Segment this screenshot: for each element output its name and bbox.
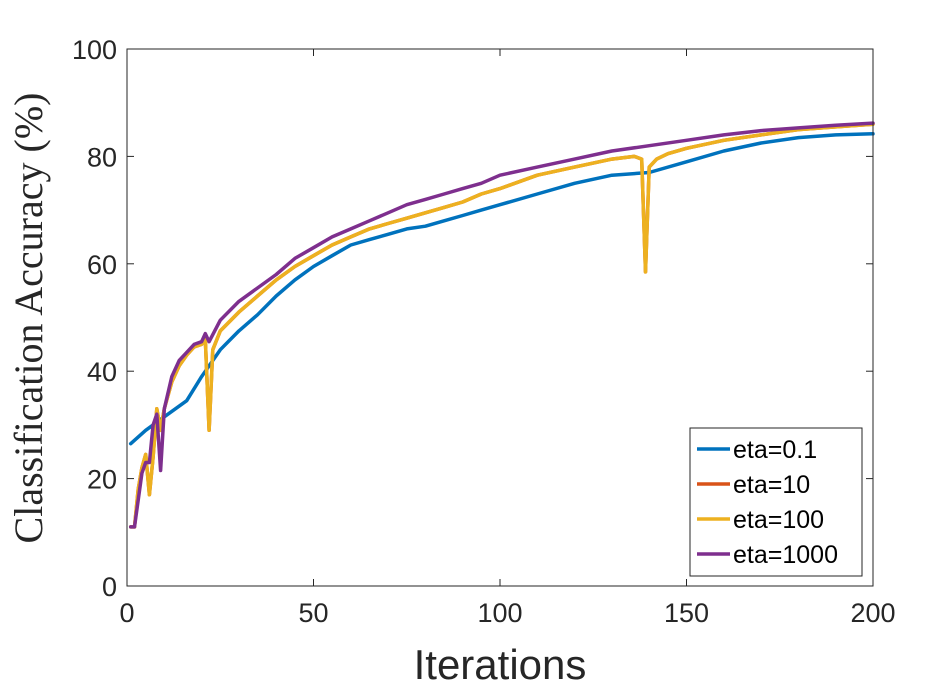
- y-tick-label: 20: [87, 465, 117, 495]
- legend-entries: eta=0.1 eta=10 eta=100 eta=1000: [697, 436, 838, 569]
- x-tick-label: 150: [664, 598, 709, 628]
- y-tick-label: 60: [87, 250, 117, 280]
- y-axis-label: Classification Accuracy (%): [6, 93, 51, 544]
- ticks-layer: [126, 48, 874, 587]
- legend-box: [689, 427, 863, 577]
- legend-label: eta=10: [733, 471, 810, 499]
- legend-label: eta=0.1: [733, 436, 817, 464]
- x-tick-label: 200: [850, 598, 895, 628]
- series-line-eta-0-1: [128, 132, 875, 446]
- legend-label: eta=100: [733, 506, 824, 534]
- y-tick-labels: 0 20 40 60 80 100: [72, 35, 117, 602]
- x-tick-label: 0: [119, 598, 134, 628]
- y-tick-label: 80: [87, 142, 117, 172]
- x-axis-label: Iterations: [414, 641, 587, 688]
- series-line-eta-1000: [128, 121, 875, 529]
- legend: eta=0.1 eta=10 eta=100 eta=1000: [689, 427, 863, 577]
- y-tick-label: 100: [72, 35, 117, 65]
- x-tick-label: 50: [298, 598, 328, 628]
- x-tick-labels: 0 50 100 150 200: [119, 598, 895, 628]
- x-tick-label: 100: [477, 598, 522, 628]
- y-tick-label: 0: [102, 572, 117, 602]
- legend-label: eta=1000: [733, 541, 838, 569]
- series-layer: [128, 121, 875, 529]
- y-tick-label: 40: [87, 357, 117, 387]
- series-line-eta-100: [128, 122, 875, 529]
